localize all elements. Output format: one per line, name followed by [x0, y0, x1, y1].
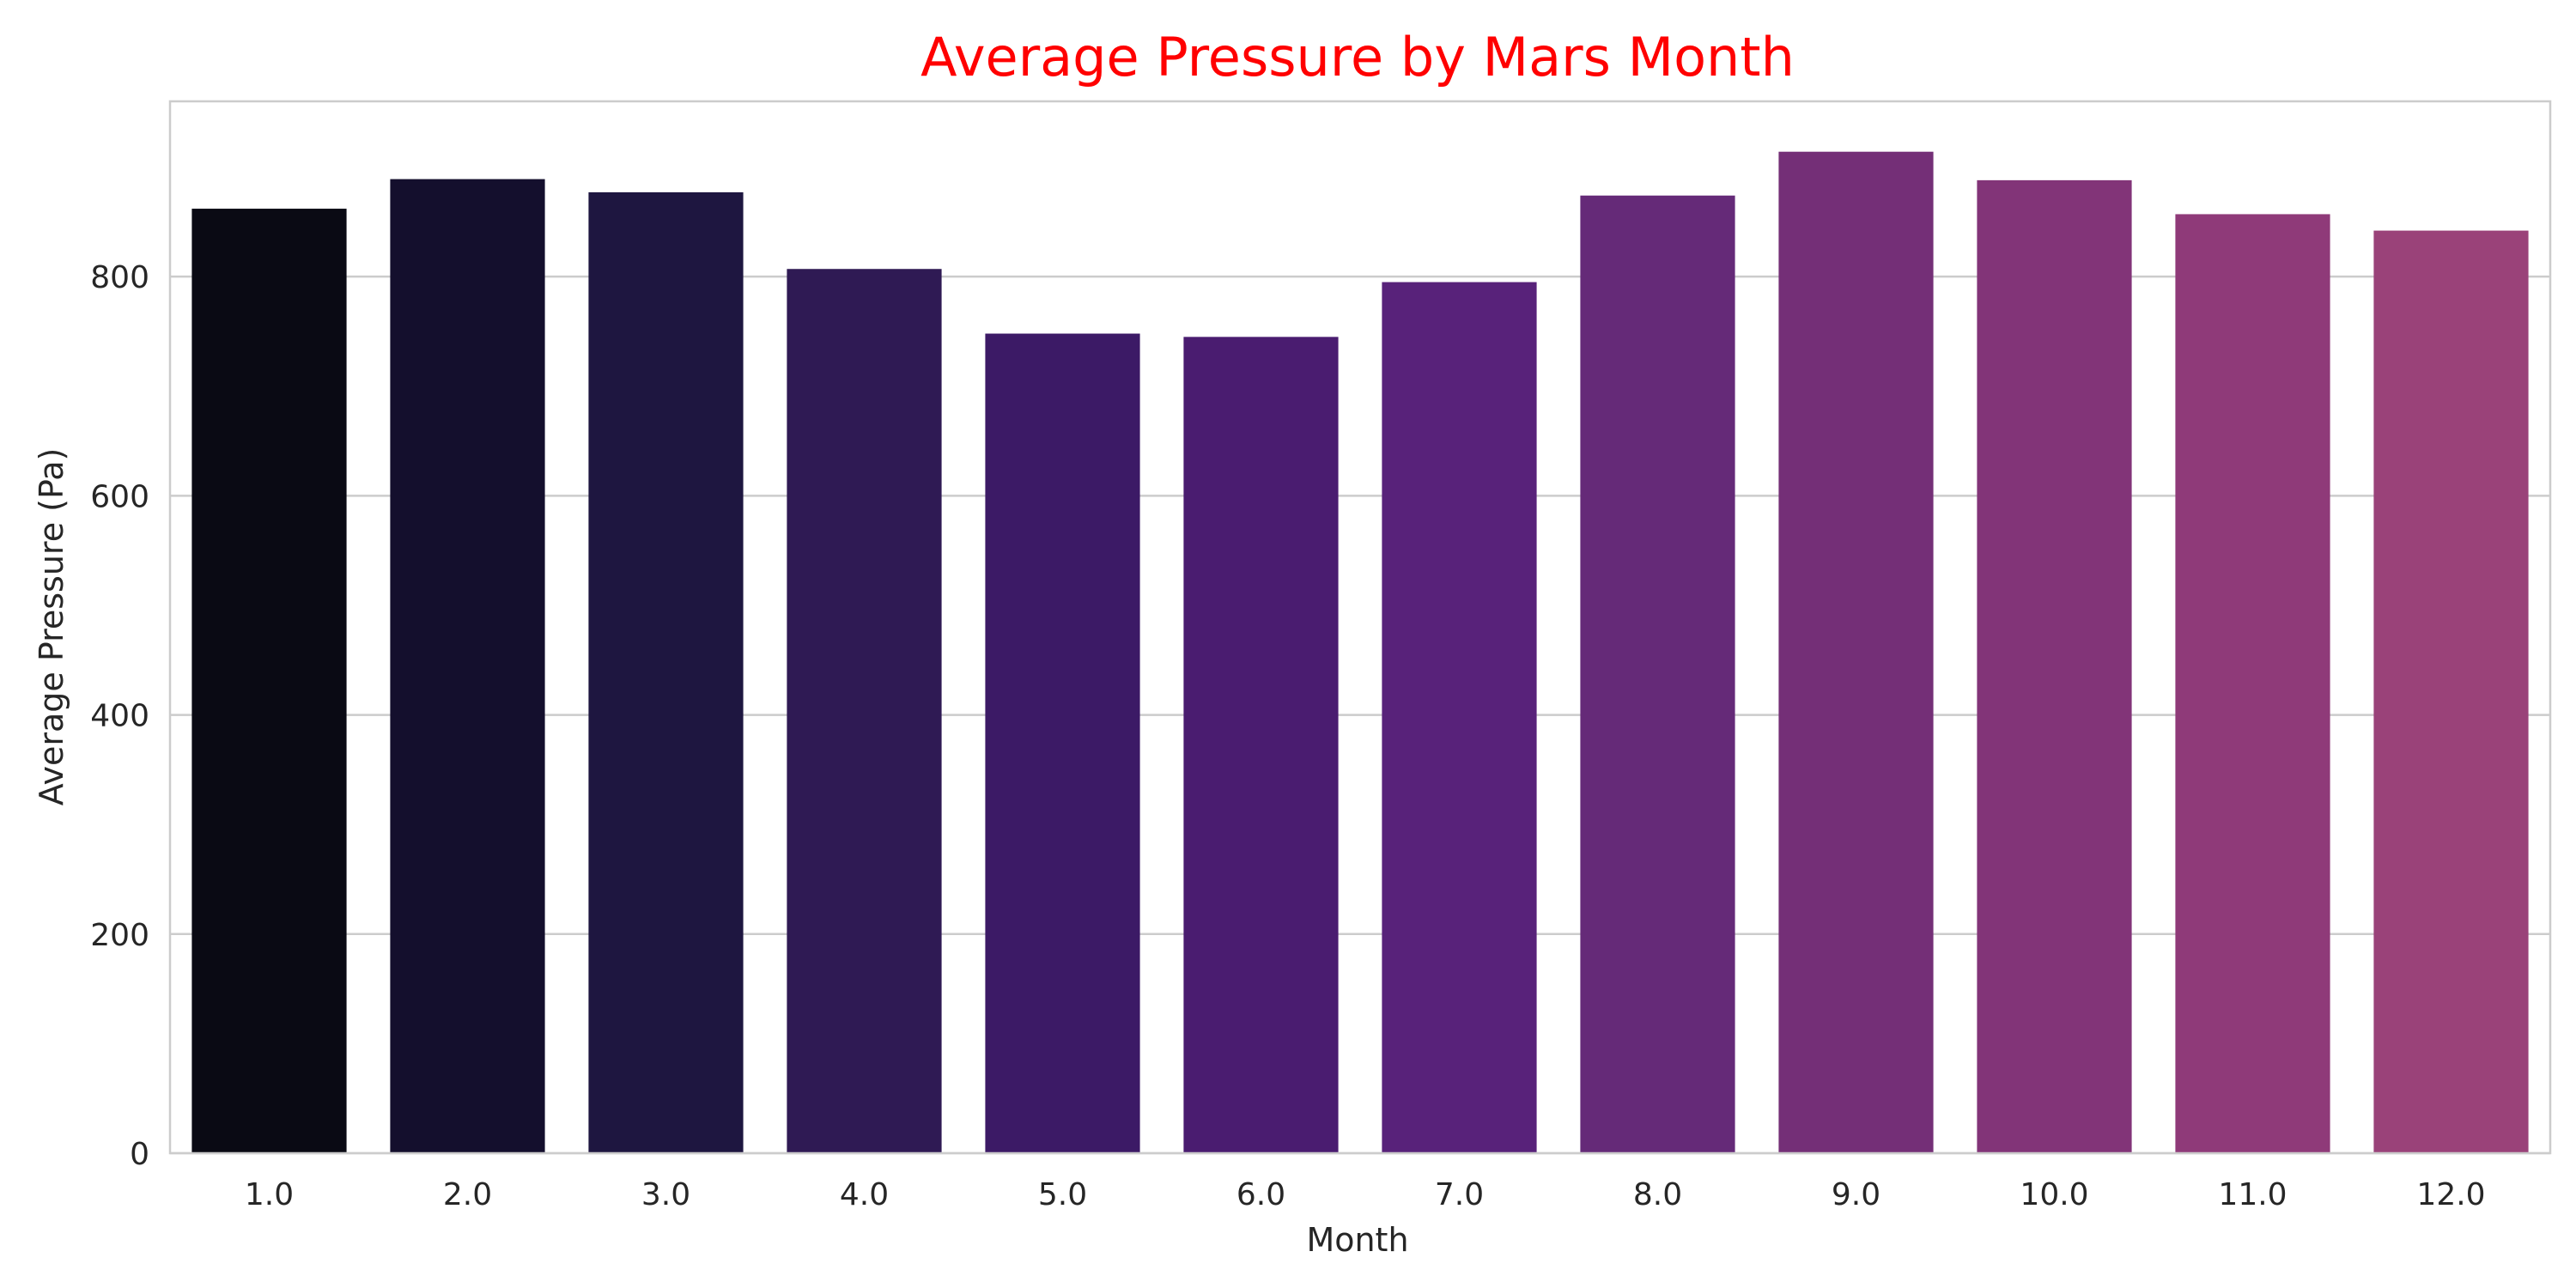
bar-month-4.0 — [787, 269, 942, 1153]
bar-month-2.0 — [390, 179, 545, 1153]
chart-title: Average Pressure by Mars Month — [920, 26, 1795, 88]
x-axis-ticks: 1.0 2.0 3.0 4.0 5.0 6.0 7.0 8.0 9.0 10.0 11.0 12.0 — [245, 1177, 2486, 1212]
x-tick-label: 2.0 — [443, 1177, 492, 1212]
y-tick-label: 0 — [130, 1137, 149, 1172]
y-axis-label: Average Pressure (Pa) — [33, 448, 70, 806]
x-tick-label: 3.0 — [641, 1177, 690, 1212]
bar-month-8.0 — [1580, 195, 1735, 1153]
bar-month-3.0 — [588, 191, 744, 1153]
x-axis-label: Month — [1306, 1221, 1408, 1259]
bar-month-11.0 — [2175, 214, 2330, 1154]
x-tick-label: 12.0 — [2416, 1177, 2485, 1212]
y-tick-label: 600 — [90, 479, 149, 514]
x-tick-label: 4.0 — [840, 1177, 889, 1212]
bar-month-12.0 — [2373, 230, 2529, 1154]
y-tick-label: 800 — [90, 260, 149, 295]
x-tick-label: 1.0 — [245, 1177, 294, 1212]
bar-month-10.0 — [1977, 179, 2132, 1153]
x-tick-label: 8.0 — [1633, 1177, 1682, 1212]
x-tick-label: 11.0 — [2218, 1177, 2287, 1212]
bars — [191, 151, 2529, 1154]
bar-month-9.0 — [1778, 151, 1934, 1154]
y-axis-ticks: 0 200 400 600 800 — [90, 260, 149, 1172]
x-tick-label: 5.0 — [1038, 1177, 1087, 1212]
y-tick-label: 400 — [90, 699, 149, 734]
y-tick-label: 200 — [90, 918, 149, 953]
bar-month-6.0 — [1183, 337, 1339, 1153]
bar-month-5.0 — [985, 333, 1140, 1153]
bar-month-1.0 — [191, 209, 347, 1153]
x-tick-label: 6.0 — [1236, 1177, 1285, 1212]
x-tick-label: 9.0 — [1832, 1177, 1880, 1212]
x-tick-label: 10.0 — [2020, 1177, 2088, 1212]
plot-frame — [168, 100, 2552, 1155]
bar-month-7.0 — [1382, 282, 1537, 1153]
x-tick-label: 7.0 — [1435, 1177, 1484, 1212]
